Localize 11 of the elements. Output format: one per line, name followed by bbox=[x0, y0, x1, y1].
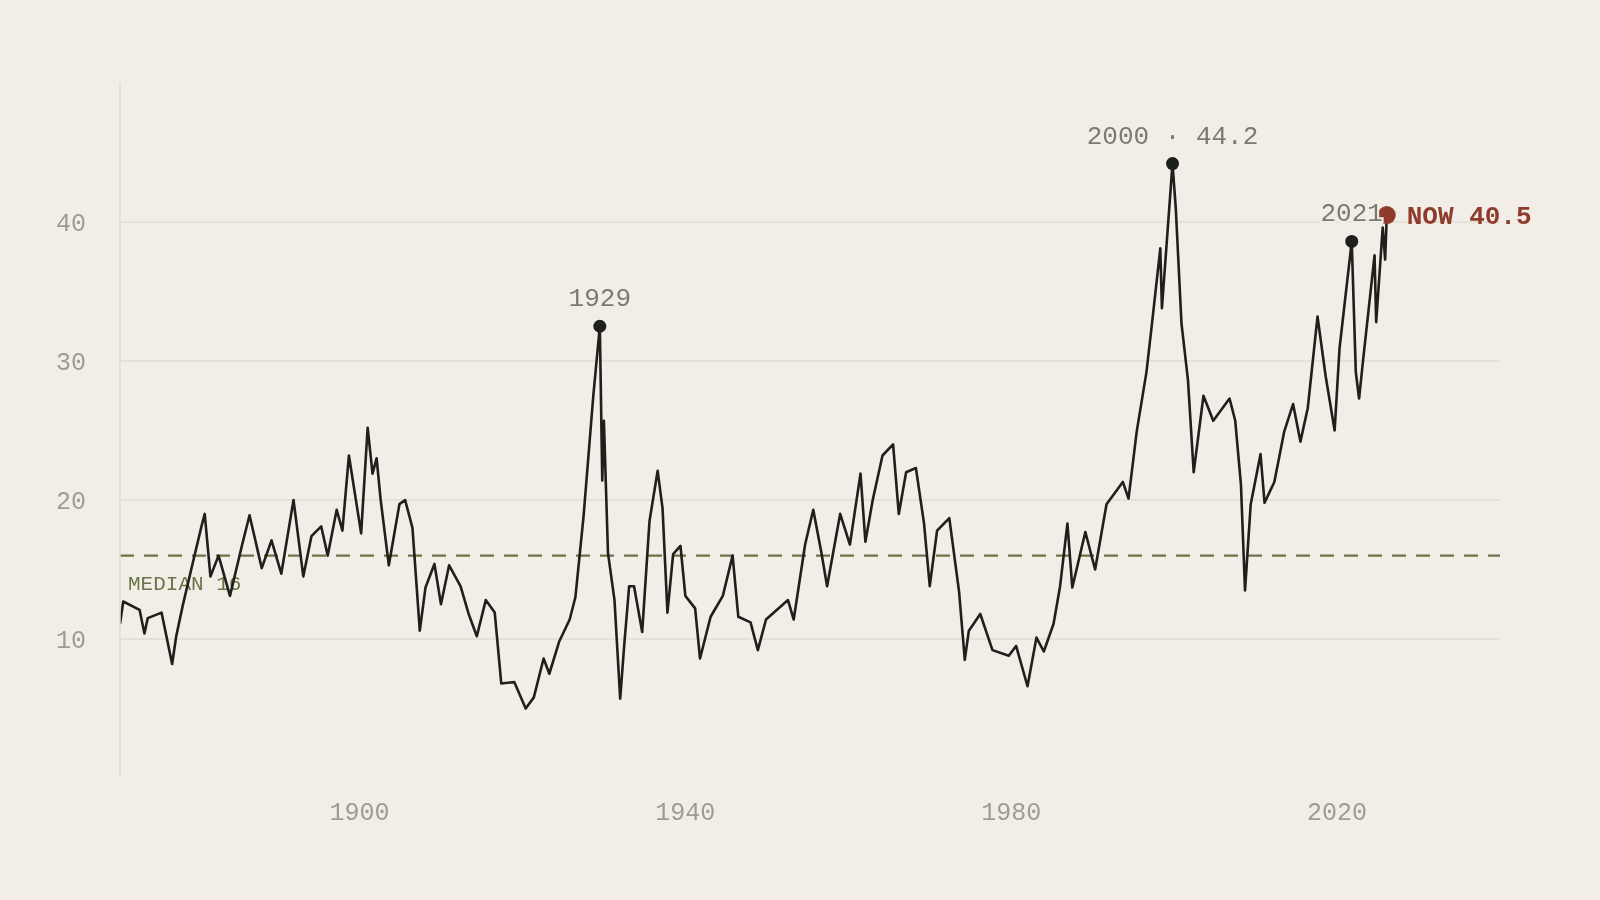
x-tick-label: 2020 bbox=[1307, 798, 1368, 828]
y-tick-label: 30 bbox=[55, 348, 86, 378]
annotation: NOW 40.5 bbox=[1406, 202, 1532, 233]
y-tick-label: 10 bbox=[55, 626, 86, 656]
x-tick-label: 1980 bbox=[981, 798, 1042, 828]
x-tick-label: 1900 bbox=[329, 798, 390, 828]
annotation: 2000 · 44.2 bbox=[1086, 121, 1259, 152]
y-tick-label: 40 bbox=[55, 209, 86, 239]
annotation: 1929 bbox=[568, 284, 632, 315]
y-tick-label: 20 bbox=[55, 487, 86, 517]
x-tick-label: 1940 bbox=[655, 798, 716, 828]
